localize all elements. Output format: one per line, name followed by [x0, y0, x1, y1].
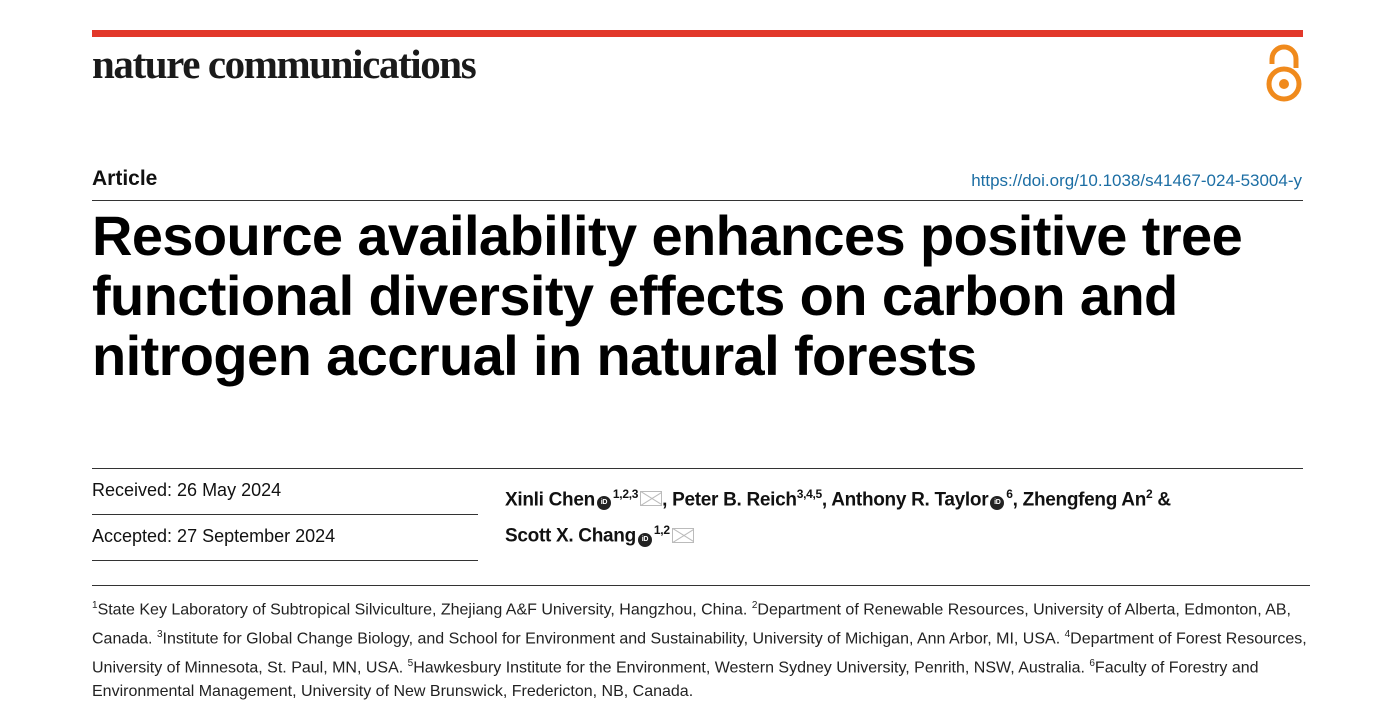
affiliation-number: 5	[407, 657, 414, 669]
divider	[92, 514, 478, 515]
affiliation-number: 4	[1064, 628, 1071, 640]
author[interactable]: Anthony R. Taylor	[831, 489, 989, 511]
received-date: Received: 26 May 2024	[92, 480, 282, 500]
author-separator: ,	[821, 489, 832, 511]
author[interactable]: Scott X. Chang	[505, 525, 636, 547]
open-access-icon	[1266, 44, 1302, 102]
accepted-date: Accepted: 27 September 2024	[92, 526, 336, 546]
journal-accent-bar	[92, 30, 1303, 37]
author-separator: &	[1152, 489, 1171, 511]
divider	[92, 200, 1303, 201]
journal-logo[interactable]: nature communications	[92, 41, 477, 87]
affiliation: Department of Forest Resources, Universi…	[92, 630, 1307, 676]
orcid-icon[interactable]: iD	[596, 496, 611, 511]
affiliation: Institute for Global Change Biology, and…	[162, 630, 1065, 648]
author[interactable]: Zhengfeng An	[1022, 489, 1147, 511]
orcid-icon[interactable]: iD	[990, 496, 1005, 511]
affiliation: State Key Laboratory of Subtropical Silv…	[97, 601, 752, 619]
author-separator: ,	[662, 489, 673, 511]
doi-link[interactable]: https://doi.org/10.1038/s41467-024-53004…	[971, 171, 1302, 190]
article-type: Article	[92, 167, 158, 190]
affiliation-number: 2	[751, 600, 758, 611]
author-affiliation-sup: 1,2,3	[612, 487, 639, 501]
author-separator: ,	[1012, 489, 1023, 511]
author[interactable]: Peter B. Reich	[672, 489, 797, 511]
affiliation: Hawkesbury Institute for the Environment…	[413, 658, 1090, 676]
author-affiliation-sup: 6	[1006, 487, 1013, 501]
author[interactable]: Xinli Chen	[505, 489, 595, 511]
affiliation-number: 6	[1089, 657, 1095, 669]
author-affiliation-sup: 1,2	[653, 523, 670, 538]
orcid-icon[interactable]: iD	[637, 532, 652, 547]
author-affiliation-sup: 2	[1146, 487, 1153, 501]
article-title: Resource availability enhances positive …	[92, 204, 1243, 387]
divider	[92, 468, 1303, 469]
affiliation-number: 1	[92, 600, 98, 611]
divider	[92, 560, 478, 561]
divider	[92, 585, 1310, 586]
affiliations: 1State Key Laboratory of Subtropical Sil…	[92, 594, 1317, 705]
affiliation: Department of Renewable Resources, Unive…	[92, 601, 1291, 648]
author-affiliation-sup: 3,4,5	[796, 487, 823, 501]
author-list: Xinli Chen iD1,2,3, Peter B. Reich3,4,5, …	[505, 479, 1305, 552]
affiliation-number: 3	[156, 628, 163, 640]
email-icon[interactable]	[640, 491, 663, 507]
email-icon[interactable]	[671, 527, 694, 543]
